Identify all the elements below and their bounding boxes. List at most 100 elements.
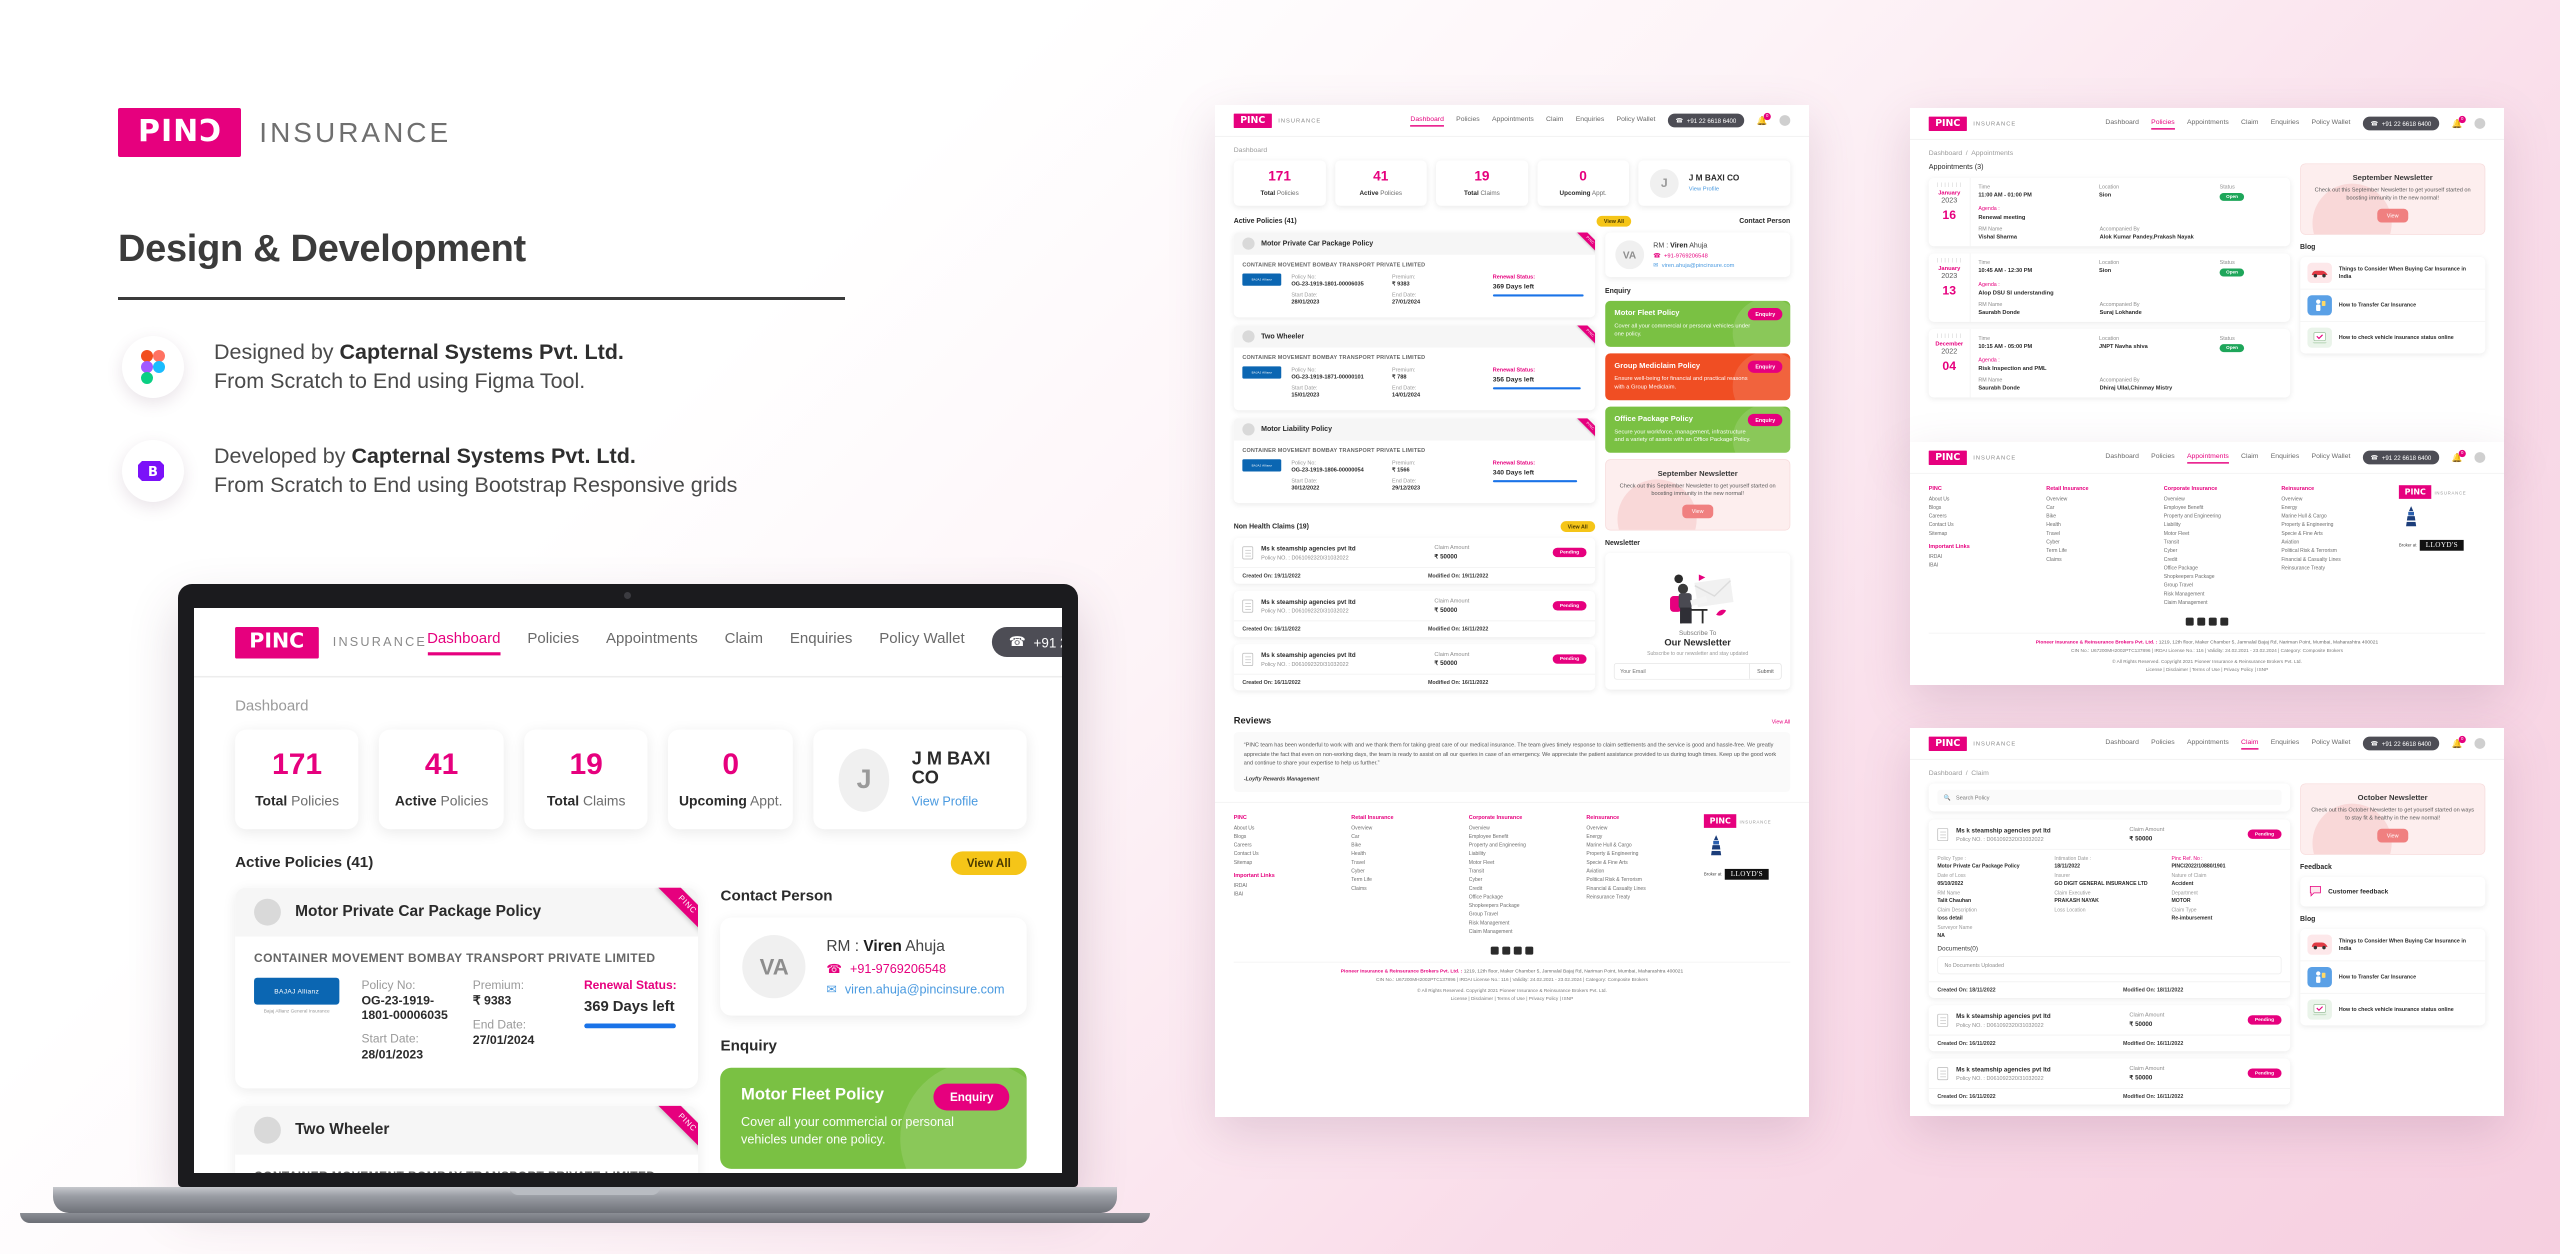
footer-link[interactable]: IRDAI [1233,883,1248,889]
enquiry-card[interactable]: Enquiry Motor Fleet Policy Cover all you… [1605,300,1791,348]
footer-link[interactable]: Claims [1351,886,1367,892]
footer-link[interactable]: Financial & Casualty Lines [1586,886,1646,892]
footer-link[interactable]: Motor Fleet [1468,860,1495,866]
footer-link[interactable]: Car [1351,834,1360,840]
footer-link[interactable]: Overview [1468,825,1490,831]
navbar-logo[interactable]: PINC INSURANCE [234,626,427,658]
newsletter-view-button[interactable]: View [2377,828,2408,843]
footer-link[interactable]: Bike [2046,514,2057,520]
footer-link[interactable]: Property and Engineering [2163,514,2221,520]
footer-link[interactable]: Office Package [2163,565,2198,571]
claim-row[interactable]: Ms k steamship agencies pvt ltd Policy NO… [1928,1005,2290,1052]
nav-link-policy-wallet[interactable]: Policy Wallet [1616,114,1656,123]
policy-card[interactable]: PINC Motor Liability Policy CONTAINER MO… [1233,418,1595,504]
footer-link[interactable]: Cyber [2163,548,2178,554]
newsletter-view-button[interactable]: View [1682,504,1713,519]
footer-link[interactable]: Liability [2163,522,2181,528]
footer-link[interactable]: Overview [2281,496,2303,502]
reviews-view-all[interactable]: View All [1771,718,1791,725]
footer-link[interactable]: Property and Engineering [1468,843,1526,849]
nav-link-policy-wallet[interactable]: Policy Wallet [2311,737,2351,746]
nav-link-policies[interactable]: Policies [526,629,579,647]
instagram-icon[interactable] [2208,617,2217,626]
footer-link[interactable]: Specie & Fine Arts [2281,531,2323,537]
notification-bell-icon[interactable]: 🔔 0 [2451,735,2466,749]
footer-link[interactable]: Sitemap [1928,531,1948,537]
footer-link[interactable]: Overview [1351,825,1373,831]
nav-link-dashboard[interactable]: Dashboard [1410,115,1444,127]
nav-link-appointments[interactable]: Appointments [605,629,698,647]
footer-link[interactable]: Bike [1351,843,1362,849]
instagram-icon[interactable] [1513,946,1522,955]
nav-link-claim[interactable]: Claim [2241,451,2259,460]
policy-card[interactable]: PINC Motor Private Car Package Policy CO… [234,887,698,1089]
enquiry-card[interactable]: Enquiry Group Mediclaim Policy Ensure we… [1605,353,1791,401]
view-profile-link[interactable]: View Profile [1688,185,1720,193]
footer-link[interactable]: Group Travel [1468,912,1498,918]
nav-link-dashboard[interactable]: Dashboard [2105,117,2139,126]
contact-person-card[interactable]: VA RM : Viren Ahuja ☎ +91-9769206548 ✉ vir… [720,917,1027,1016]
twitter-icon[interactable] [1525,946,1534,955]
footer-link[interactable]: Car [2046,505,2055,511]
notification-bell-icon[interactable]: 🔔 0 [1756,112,1771,126]
legal-links[interactable]: License | Disclaimer | Terms of Use | Pr… [1450,996,1574,1002]
view-all-claims-button[interactable]: View All [1560,521,1595,532]
footer-link[interactable]: Blogs [1928,505,1942,511]
legal-links[interactable]: License | Disclaimer | Terms of Use | Pr… [2145,667,2269,673]
nav-link-enquiries[interactable]: Enquiries [789,629,852,647]
footer-link[interactable]: Cyber [1351,868,1365,875]
nav-link-claim[interactable]: Claim [2241,117,2259,126]
avatar[interactable] [1779,115,1791,126]
linkedin-icon[interactable] [1502,946,1511,955]
enquiry-button[interactable]: Enquiry [1748,308,1783,321]
profile-card[interactable]: J J M BAXI CO View Profile [812,729,1027,830]
notification-bell-icon[interactable]: 🔔 0 [2451,449,2466,463]
footer-link[interactable]: Energy [1586,834,1603,840]
linkedin-icon[interactable] [2197,617,2206,626]
nav-link-claim[interactable]: Claim [2241,738,2259,750]
footer-link[interactable]: Marine Hull & Cargo [2281,514,2327,520]
footer-link[interactable]: Political Risk & Terrorism [1586,877,1642,883]
footer-link[interactable]: Claims [2046,557,2062,563]
blog-item[interactable]: How to check vehicle insurance status on… [2300,322,2485,354]
footer-link[interactable]: Transit [2163,539,2180,545]
newsletter-promo-card[interactable]: September Newsletter Check out this Sept… [2300,163,2486,235]
nav-link-enquiries[interactable]: Enquiries [2270,117,2300,126]
view-profile-link[interactable]: View Profile [911,794,978,809]
footer-link[interactable]: About Us [1928,496,1950,502]
nav-link-enquiries[interactable]: Enquiries [1575,114,1605,123]
footer-link[interactable]: IBAI [1233,892,1244,898]
nav-link-claim[interactable]: Claim [724,629,763,647]
feedback-card[interactable]: Customer feedback [2300,876,2486,907]
footer-link[interactable]: Energy [2281,505,2298,511]
footer-link[interactable]: IBAI [1928,562,1939,568]
footer-link[interactable]: Term Life [1351,877,1372,883]
contact-email[interactable]: viren.ahuja@pincinsure.com [844,981,1005,996]
footer-link[interactable]: Transit [1468,868,1485,875]
footer-link[interactable]: Sitemap [1233,860,1253,866]
subscribe-email-input[interactable] [1614,663,1750,679]
enquiry-button[interactable]: Enquiry [1748,360,1783,374]
phone-button[interactable]: ☎+91 22 6618 6400 [2362,450,2440,465]
navbar-logo[interactable]: PINC INSURANCE [1928,450,2016,465]
breadcrumb-dashboard[interactable]: Dashboard [1928,769,1963,777]
footer-link[interactable]: Liability [1468,851,1486,857]
newsletter-view-button[interactable]: View [2377,208,2408,223]
footer-link[interactable]: Reinsurance Treaty [1586,894,1631,900]
footer-link[interactable]: Political Risk & Terrorism [2281,548,2337,554]
phone-button[interactable]: ☎+91 22 6618 6400 [2362,736,2440,751]
footer-link[interactable]: Cyber [1468,877,1483,883]
appointment-row[interactable]: | | | | | | | January 2023 16 Time 11:00 … [1928,177,2290,247]
profile-card[interactable]: J J M BAXI CO View Profile [1638,160,1791,206]
footer-link[interactable]: Overview [2046,496,2068,502]
claim-row[interactable]: Ms k steamship agencies pvt ltd Policy NO… [1233,537,1595,584]
blog-item[interactable]: How to check vehicle insurance status on… [2300,993,2485,1025]
nav-link-policy-wallet[interactable]: Policy Wallet [878,629,965,647]
contact-phone[interactable]: +91-9769206548 [1664,252,1708,259]
contact-email[interactable]: viren.ahuja@pincinsure.com [1661,261,1735,269]
footer-link[interactable]: Contact Us [1233,851,1259,857]
phone-button[interactable]: ☎+91 22 6618 6400 [991,626,1062,657]
appointment-row[interactable]: | | | | | | | January 2023 13 Time 10:45 … [1928,253,2290,322]
claim-row[interactable]: Ms k steamship agencies pvt ltd Policy NO… [1928,1058,2290,1105]
footer-link[interactable]: Aviation [1586,868,1605,875]
